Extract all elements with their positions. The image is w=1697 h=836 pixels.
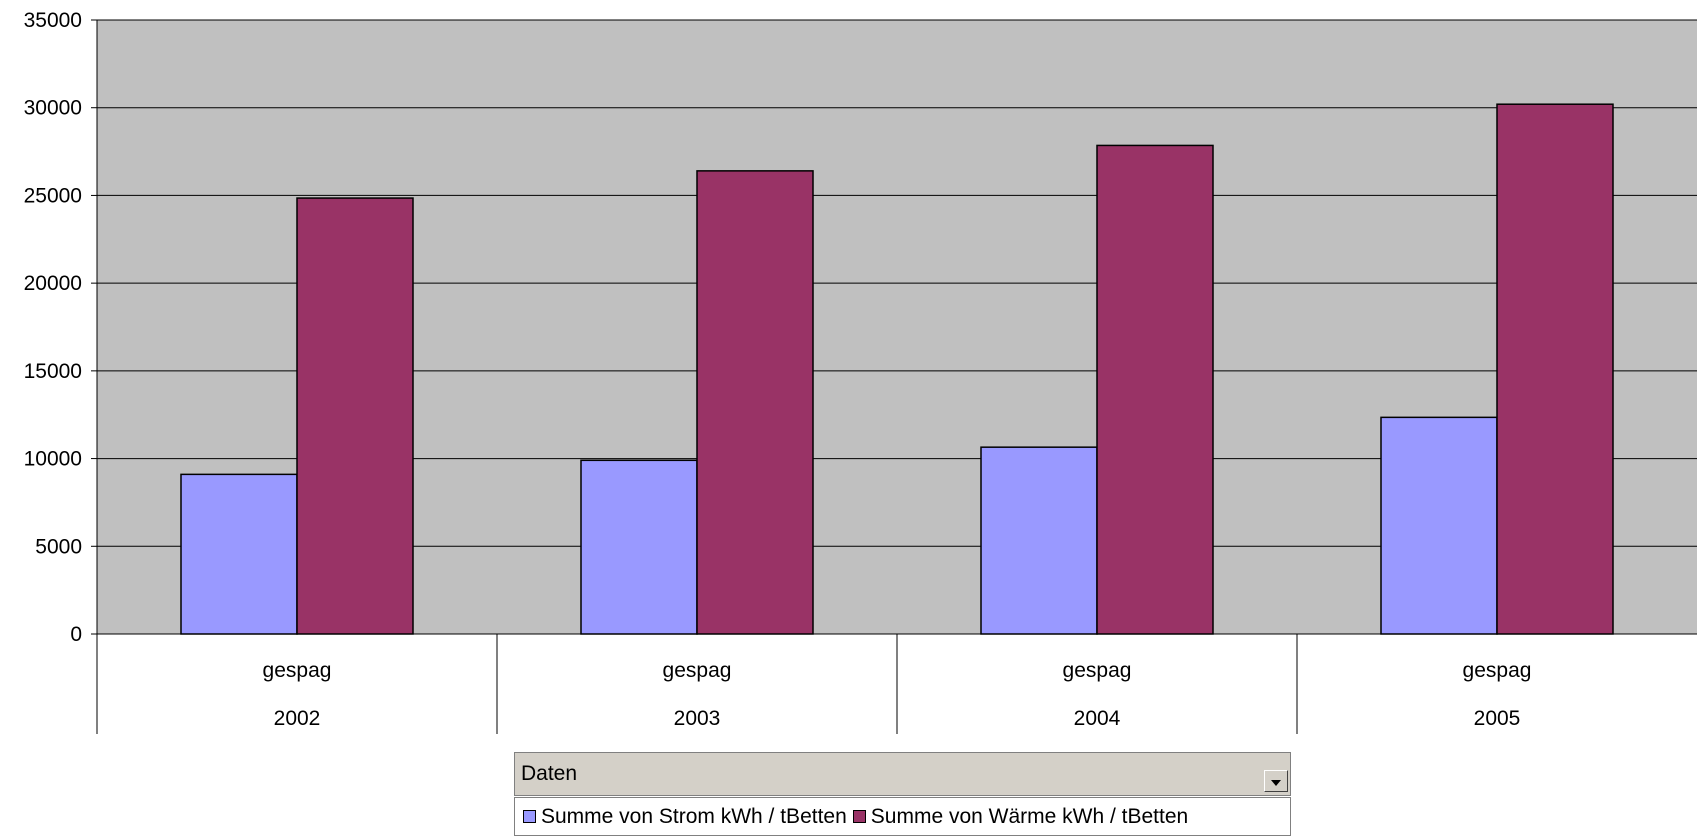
bar-strom: [180, 473, 298, 635]
data-field-button[interactable]: Daten: [514, 752, 1291, 796]
x-year-label: 2004: [1074, 707, 1121, 730]
y-tick-label: 0: [70, 623, 82, 646]
bar-waerme: [696, 170, 814, 635]
y-tick-label: 25000: [24, 184, 82, 207]
data-field-label: Daten: [521, 762, 578, 785]
legend-swatch-strom: [523, 810, 536, 823]
bar-strom: [980, 446, 1098, 635]
y-tick-label: 15000: [24, 360, 82, 383]
legend-item-waerme: Summe von Wärme kWh / tBetten: [852, 804, 1189, 829]
y-tick-label: 10000: [24, 448, 82, 471]
chart-legend: Summe von Strom kWh / tBetten Summe von …: [514, 797, 1291, 836]
data-dropdown-button[interactable]: [1264, 770, 1288, 792]
y-tick-label: 5000: [35, 535, 82, 558]
legend-swatch-waerme: [852, 810, 866, 823]
bar-strom: [1380, 416, 1498, 635]
x-year-label: 2005: [1474, 707, 1521, 730]
y-tick-label: 35000: [24, 9, 82, 32]
legend-label-waerme: Summe von Wärme kWh / tBetten: [870, 804, 1189, 828]
x-year-label: 2002: [274, 707, 321, 730]
legend-label-strom: Summe von Strom kWh / tBetten: [541, 804, 847, 828]
x-category-label: gespag: [1463, 659, 1532, 682]
x-year-label: 2003: [674, 707, 721, 730]
legend-item-strom: Summe von Strom kWh / tBetten: [523, 805, 847, 829]
bar-strom: [580, 459, 698, 635]
y-tick-label: 30000: [24, 97, 82, 120]
y-tick-label: 20000: [24, 272, 82, 295]
x-category-label: gespag: [663, 659, 732, 682]
x-category-label: gespag: [1063, 659, 1132, 682]
bar-waerme: [296, 197, 414, 635]
chart: 0 5000 10000 15000 20000 25000 30000 35000 gesp…: [24, 9, 1697, 734]
bar-waerme: [1096, 144, 1214, 635]
x-category-label: gespag: [263, 659, 332, 682]
bar-waerme: [1496, 103, 1614, 635]
chevron-down-icon: [1271, 780, 1281, 786]
